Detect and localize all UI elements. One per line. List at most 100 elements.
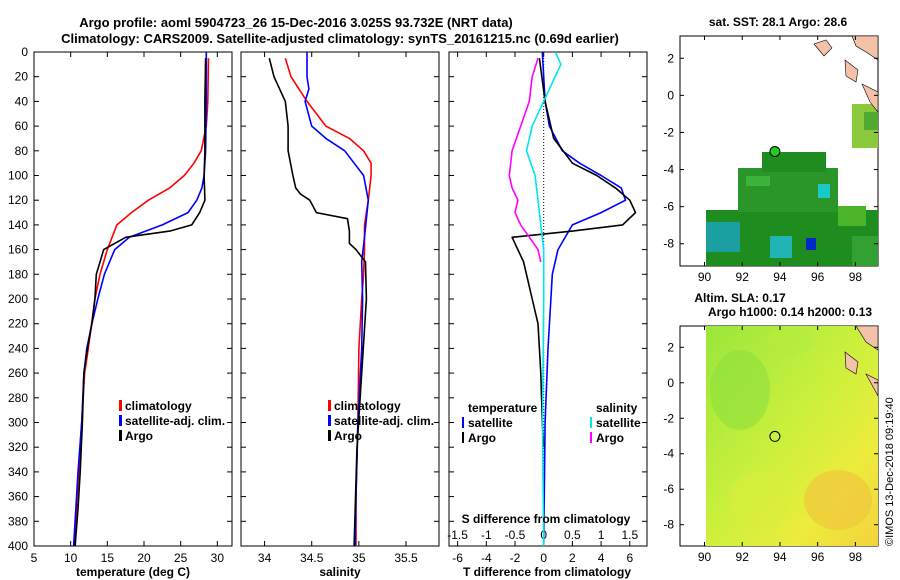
difference-legend-salinity: salinity satellite Argo	[590, 401, 641, 445]
legend-swatch-s-satellite	[590, 417, 592, 428]
difference-xlabel: T difference from climatology	[463, 565, 631, 579]
depth-tick-label: 120	[8, 193, 28, 207]
lat-tick-label: 2	[667, 340, 674, 354]
depth-tick-label: 340	[8, 465, 28, 479]
depth-tick-label: 60	[15, 119, 29, 133]
x-tick-label: 34.5	[300, 551, 324, 565]
x-tick-label: 35.5	[394, 551, 418, 565]
lat-tick-label: -2	[663, 125, 674, 139]
sla-map-lat-ticks: 2 0 -2 -4 -6 -8	[663, 340, 878, 532]
sst-patch	[838, 206, 866, 226]
lon-tick-label: 90	[698, 550, 712, 564]
sla-blob	[730, 472, 790, 528]
difference-top-xlabel: S difference from climatology	[462, 512, 631, 526]
legend-swatch-t-argo	[462, 432, 464, 443]
difference-legend-temperature: temperature satellite Argo	[462, 401, 538, 445]
x-tick-label: 34	[258, 551, 272, 565]
temperature-plot-frame	[33, 51, 233, 547]
sst-patch	[818, 184, 830, 198]
sla-blob	[710, 350, 770, 430]
lon-tick-label: 96	[811, 270, 825, 284]
temperature-depth-ticks: 0 20 40 60 80 100 120 140 160 180 200 220 240 260 280 3…	[8, 45, 232, 553]
sst-patch	[706, 222, 740, 252]
legend-label-s-satellite: satellite	[596, 416, 641, 430]
x-tick-label: 5	[31, 551, 38, 565]
sst-patch	[762, 152, 826, 172]
land-shape	[865, 373, 878, 397]
series-line-salinity-argo	[508, 57, 542, 263]
difference-depth-ticks	[449, 51, 647, 547]
sst-patch	[864, 112, 878, 130]
sla-blob	[804, 470, 872, 530]
legend-heading-salinity: salinity	[596, 401, 638, 415]
legend-label-satellite: satellite-adj. clim.	[334, 414, 434, 428]
title-line-1: Argo profile: aoml 5904723_26 15-Dec-201…	[79, 15, 513, 30]
sla-map-lon-ticks: 90 92 94 96 98	[698, 326, 863, 564]
depth-tick-label: 180	[8, 267, 28, 281]
legend-label-satellite: satellite-adj. clim.	[125, 414, 225, 428]
series-line-argo	[74, 58, 207, 546]
depth-tick-label: 220	[8, 317, 28, 331]
land-shape	[861, 83, 878, 113]
depth-tick-label: 380	[8, 514, 28, 528]
sst-patch	[746, 176, 770, 186]
x-tick-label: 15	[101, 551, 115, 565]
s-diff-tick-label: 1	[598, 528, 605, 542]
depth-tick-label: 260	[8, 366, 28, 380]
legend-heading-temperature: temperature	[468, 401, 538, 415]
sla-map-title-line-1: Altim. SLA: 0.17	[694, 291, 786, 305]
lat-tick-label: -4	[663, 447, 674, 461]
depth-tick-label: 40	[15, 94, 29, 108]
temperature-legend: climatology satellite-adj. clim. Argo	[119, 399, 225, 443]
lon-tick-label: 92	[736, 270, 750, 284]
legend-swatch-t-satellite	[462, 417, 464, 428]
sla-blob	[768, 326, 812, 356]
series-line-salinity-satellite	[525, 52, 562, 546]
salinity-xlabel: salinity	[319, 565, 361, 579]
depth-tick-label: 80	[15, 144, 29, 158]
sst-map: sat. SST: 28.1 Argo: 28.6	[663, 15, 879, 284]
lat-tick-label: -2	[663, 411, 674, 425]
lon-tick-label: 90	[698, 270, 712, 284]
legend-swatch-climatology	[328, 400, 331, 411]
sst-patch	[770, 236, 792, 258]
lon-tick-label: 98	[849, 270, 863, 284]
s-diff-tick-label: 1.5	[621, 528, 638, 542]
x-tick-label: 30	[211, 551, 225, 565]
x-tick-label: 6	[626, 551, 633, 565]
depth-tick-label: 240	[8, 341, 28, 355]
legend-swatch-satellite	[119, 415, 122, 426]
land-shape	[855, 326, 878, 351]
sla-map: Altim. SLA: 0.17 Argo h1000: 0.14 h2000:…	[663, 291, 879, 564]
lat-tick-label: -4	[663, 163, 674, 177]
difference-plot-frame	[448, 51, 648, 547]
x-tick-label: -4	[481, 551, 492, 565]
title-line-2: Climatology: CARS2009. Satellite-adjuste…	[61, 31, 619, 46]
salinity-lines	[268, 52, 372, 546]
land-masses	[813, 36, 878, 113]
depth-tick-label: 360	[8, 490, 28, 504]
legend-label-argo: Argo	[125, 429, 153, 443]
lon-tick-label: 98	[849, 550, 863, 564]
land-masses	[844, 326, 878, 397]
temperature-lines	[72, 52, 210, 546]
x-tick-label: 0	[540, 551, 547, 565]
lon-tick-label: 96	[811, 550, 825, 564]
sst-patch-south	[706, 152, 878, 266]
series-line-satellite-adj-clim-	[304, 52, 370, 546]
salinity-plot-frame	[240, 51, 440, 547]
salinity-depth-ticks	[241, 51, 439, 547]
land-shape	[851, 36, 878, 61]
sst-patch	[852, 236, 878, 266]
legend-label-s-argo: Argo	[596, 431, 624, 445]
series-line-temperature-argo	[511, 58, 637, 448]
depth-tick-label: 200	[8, 292, 28, 306]
depth-tick-label: 100	[8, 169, 28, 183]
credit-stamp: ©IMOS 13-Dec-2018 09:19:40	[884, 397, 896, 546]
lon-tick-label: 94	[773, 270, 787, 284]
x-tick-label: 20	[137, 551, 151, 565]
legend-swatch-argo	[328, 430, 331, 441]
legend-swatch-satellite	[328, 415, 331, 426]
x-tick-label: 10	[64, 551, 78, 565]
